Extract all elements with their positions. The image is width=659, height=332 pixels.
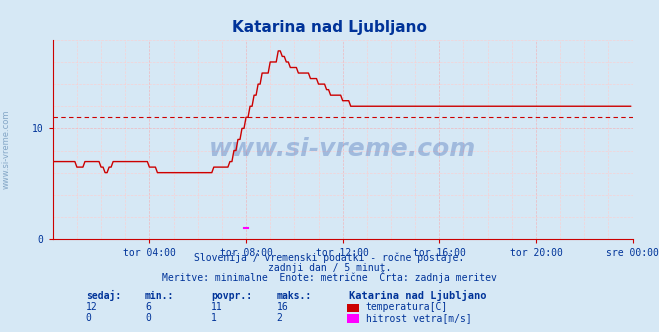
Text: zadnji dan / 5 minut.: zadnji dan / 5 minut.	[268, 263, 391, 273]
Text: 2: 2	[277, 313, 283, 323]
Text: Katarina nad Ljubljano: Katarina nad Ljubljano	[232, 20, 427, 35]
Text: www.si-vreme.com: www.si-vreme.com	[2, 110, 11, 189]
Text: 16: 16	[277, 302, 289, 312]
Text: maks.:: maks.:	[277, 291, 312, 301]
Text: www.si-vreme.com: www.si-vreme.com	[209, 137, 476, 161]
Text: 12: 12	[86, 302, 98, 312]
Text: Slovenija / vremenski podatki - ročne postaje.: Slovenija / vremenski podatki - ročne po…	[194, 252, 465, 263]
Text: Meritve: minimalne  Enote: metrične  Črta: zadnja meritev: Meritve: minimalne Enote: metrične Črta:…	[162, 271, 497, 283]
Text: sedaj:: sedaj:	[86, 290, 121, 301]
Text: 6: 6	[145, 302, 151, 312]
Text: Katarina nad Ljubljano: Katarina nad Ljubljano	[349, 290, 487, 301]
Text: temperatura[C]: temperatura[C]	[366, 302, 448, 312]
Text: min.:: min.:	[145, 291, 175, 301]
Text: 1: 1	[211, 313, 217, 323]
Text: 0: 0	[145, 313, 151, 323]
Text: 0: 0	[86, 313, 92, 323]
Text: hitrost vetra[m/s]: hitrost vetra[m/s]	[366, 313, 471, 323]
Text: 11: 11	[211, 302, 223, 312]
Text: povpr.:: povpr.:	[211, 291, 252, 301]
